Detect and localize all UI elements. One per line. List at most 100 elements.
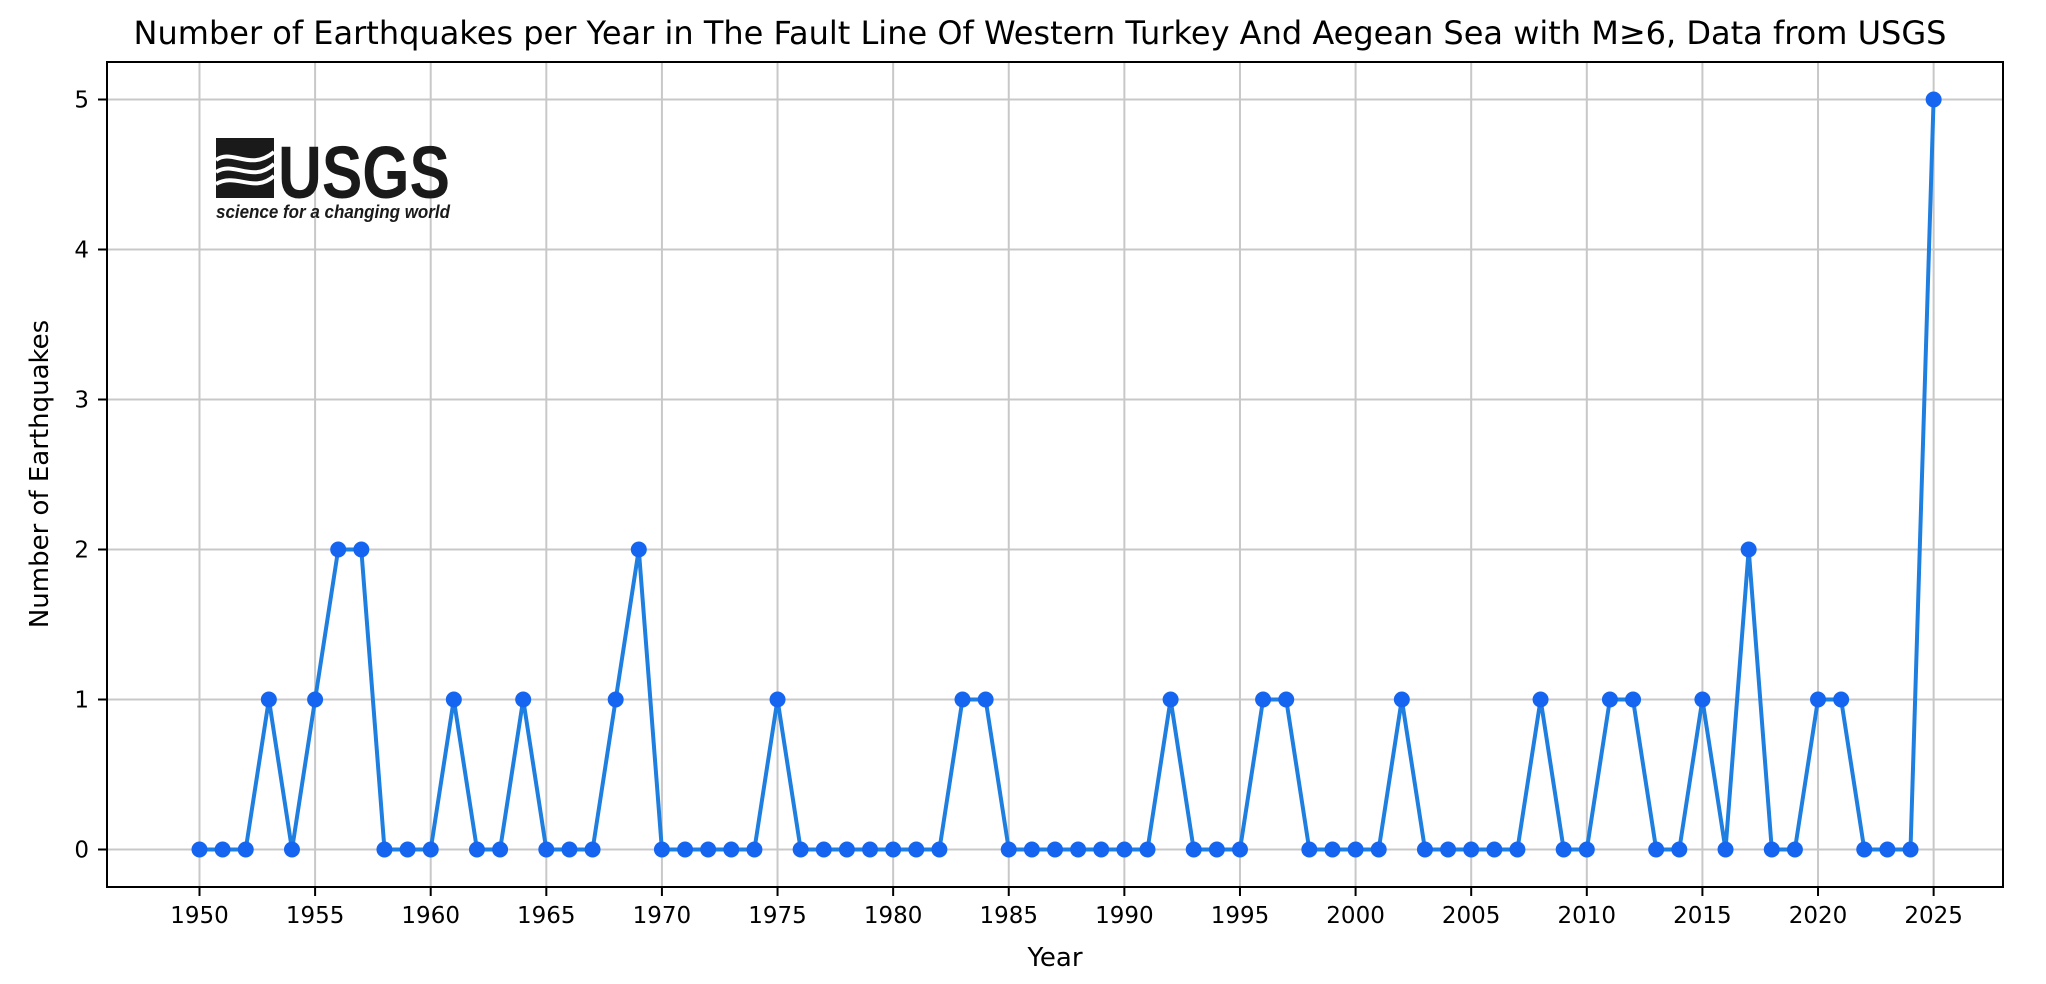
x-tick-label: 1960: [401, 903, 460, 929]
x-tick-label: 1990: [1095, 903, 1154, 929]
data-point: [1139, 841, 1156, 858]
data-point: [1486, 841, 1503, 858]
data-point: [1440, 841, 1457, 858]
data-point: [885, 841, 902, 858]
data-point: [931, 841, 948, 858]
plot-frame: [106, 61, 2004, 888]
x-tick-label: 2015: [1673, 903, 1732, 929]
data-point: [237, 841, 254, 858]
data-point: [630, 541, 647, 558]
x-tick-label: 2005: [1442, 903, 1501, 929]
x-tick-label: 2010: [1558, 903, 1617, 929]
y-tick-label: 0: [74, 838, 89, 864]
x-tick-label: 1950: [170, 903, 229, 929]
x-tick-label: 1975: [748, 903, 807, 929]
chart-title: Number of Earthquakes per Year in The Fa…: [134, 14, 1947, 52]
data-point: [838, 841, 855, 858]
data-point: [1347, 841, 1364, 858]
data-point: [1370, 841, 1387, 858]
data-point: [1185, 841, 1202, 858]
data-point: [815, 841, 832, 858]
x-tick-label: 1985: [979, 903, 1038, 929]
data-point: [1023, 841, 1040, 858]
data-point: [1833, 691, 1850, 708]
data-point: [191, 841, 208, 858]
data-point: [746, 841, 763, 858]
data-point: [653, 841, 670, 858]
data-point: [561, 841, 578, 858]
y-tick-label: 1: [74, 688, 89, 714]
data-point: [769, 691, 786, 708]
data-point: [1601, 691, 1618, 708]
data-point: [1879, 841, 1896, 858]
data-point: [1324, 841, 1341, 858]
data-point: [214, 841, 231, 858]
data-point: [353, 541, 370, 558]
data-point: [723, 841, 740, 858]
usgs-logo-tagline: science for a changing world: [216, 202, 451, 222]
data-point: [1047, 841, 1063, 858]
data-point: [908, 841, 925, 858]
x-tick-label: 2025: [1904, 903, 1963, 929]
data-point: [607, 691, 624, 708]
data-point: [1578, 841, 1595, 858]
data-point: [792, 841, 809, 858]
x-tick-label: 1965: [517, 903, 576, 929]
data-point: [1070, 841, 1087, 858]
data-point: [1463, 841, 1480, 858]
data-point: [1671, 841, 1688, 858]
data-point: [1509, 841, 1526, 858]
data-point: [422, 841, 439, 858]
data-point: [376, 841, 393, 858]
data-point: [492, 841, 509, 858]
data-point: [954, 691, 971, 708]
data-point: [1532, 691, 1549, 708]
data-point: [1208, 841, 1225, 858]
axis-ticks: 1950 1955 1960 1965 1970 1975 1980 1985 1990 1995…: [74, 88, 1963, 930]
data-point: [515, 691, 532, 708]
y-axis-label: Number of Earthquakes: [25, 320, 55, 628]
y-tick-label: 3: [74, 388, 89, 414]
usgs-logo: USGS science for a changing world: [214, 131, 451, 222]
y-tick-label: 5: [74, 88, 89, 114]
x-tick-label: 2000: [1326, 903, 1385, 929]
data-point: [1856, 841, 1873, 858]
data-point: [1278, 691, 1295, 708]
data-point: [1301, 841, 1318, 858]
data-point: [677, 841, 694, 858]
data-point: [1000, 841, 1017, 858]
data-point: [700, 841, 717, 858]
data-point: [307, 691, 324, 708]
data-point: [1555, 841, 1572, 858]
data-point: [1255, 691, 1272, 708]
data-point: [1810, 691, 1827, 708]
data-point: [1925, 91, 1942, 108]
x-tick-label: 1980: [864, 903, 923, 929]
x-axis-label: Year: [1026, 943, 1082, 973]
data-point: [330, 541, 347, 558]
data-point: [260, 691, 277, 708]
data-point: [445, 691, 462, 708]
data-point: [1231, 841, 1248, 858]
data-point: [1162, 691, 1179, 708]
data-point: [468, 841, 485, 858]
data-point: [1416, 841, 1433, 858]
data-point: [1116, 841, 1133, 858]
data-point: [1648, 841, 1665, 858]
data-point: [1902, 841, 1919, 858]
x-tick-label: 1955: [286, 903, 345, 929]
data-point: [977, 691, 994, 708]
x-tick-label: 1970: [633, 903, 692, 929]
y-tick-label: 4: [74, 238, 89, 264]
data-point: [1694, 691, 1711, 708]
series-earthquakes: [191, 91, 1942, 858]
data-point: [862, 841, 879, 858]
usgs-logo-name: USGS: [278, 131, 450, 214]
usgs-wave-logo-icon: [214, 138, 276, 198]
data-point: [1740, 541, 1757, 558]
x-tick-label: 2020: [1789, 903, 1848, 929]
series-line: [199, 99, 1936, 852]
y-tick-label: 2: [74, 538, 89, 564]
data-point: [1093, 841, 1110, 858]
